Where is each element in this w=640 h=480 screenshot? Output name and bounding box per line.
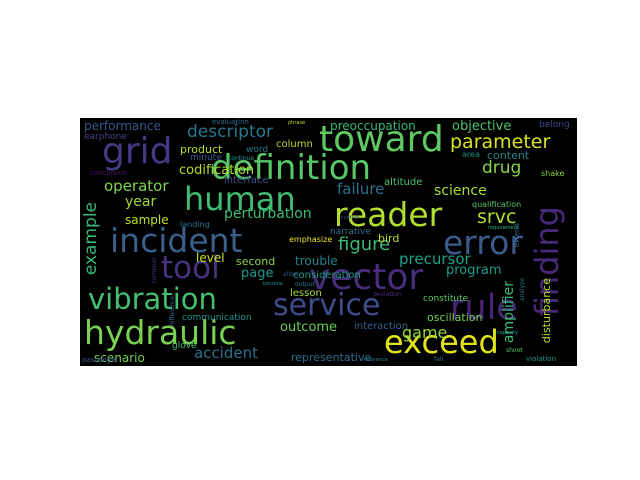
word-qualification: qualification (472, 200, 522, 209)
word-lesson: lesson (290, 288, 322, 299)
word-preoccupation: preoccupation (330, 119, 416, 133)
word-content: content (487, 149, 530, 162)
word-rule: rule (450, 288, 518, 328)
word-conflict: conflict (341, 215, 360, 221)
word-interaction: interaction (354, 321, 409, 332)
word-consideration: consideration (293, 270, 361, 281)
word-accident: accident (194, 344, 258, 362)
word-cloud: definition human toward incident service… (80, 118, 577, 366)
word-violation: violation (526, 355, 557, 363)
word-human: human (184, 180, 296, 218)
word-output: output (295, 281, 315, 288)
word-difference: difference (169, 296, 176, 327)
word-earphone: earphone (84, 132, 127, 142)
word-interface: interface (224, 175, 269, 186)
word-analyze: analyze (519, 278, 526, 302)
word-shake: shake (541, 169, 565, 178)
word-science: science (434, 183, 487, 199)
word-disturbance: disturbance (540, 278, 553, 344)
word-outcome: outcome (280, 320, 338, 335)
word-page: page (241, 266, 274, 281)
word-word: word (246, 145, 269, 155)
word-evaluation: evaluation (212, 118, 249, 126)
word-scenario: scenario (94, 351, 145, 365)
word-tool: tool (161, 250, 220, 286)
word-area: area (462, 150, 480, 159)
word-passenger: passenger (82, 356, 119, 364)
word-glove: glove (172, 341, 197, 351)
word-phrase: phrase (288, 120, 306, 126)
word-level: level (196, 251, 225, 265)
word-belong: belong (539, 120, 570, 130)
word-service: service (273, 288, 381, 323)
word-continue: continue (228, 155, 255, 162)
word-terminal: terminal (151, 258, 158, 284)
word-oscillation: oscillation (427, 311, 483, 324)
word-grid: grid (102, 131, 173, 172)
word-capacity: capacity (497, 330, 519, 336)
word-conclusion: conclusion (90, 169, 128, 177)
word-perturbation: perturbation (224, 206, 312, 222)
word-constitute: constitute (423, 294, 469, 304)
word-shoot: shoot (506, 347, 523, 354)
word-objective: objective (452, 119, 512, 134)
word-performance: performance (84, 119, 161, 133)
word-become: become (263, 281, 284, 287)
word-parameter: parameter (450, 131, 551, 153)
word-allow: allow (283, 271, 299, 278)
word-narrative: narrative (330, 227, 371, 237)
word-second: second (236, 255, 276, 268)
word-reader: reader (334, 195, 443, 234)
word-error: error (443, 223, 523, 262)
word-figure: figure (338, 234, 391, 255)
word-hydraulic: hydraulic (84, 313, 237, 352)
word-column: column (276, 139, 313, 150)
word-product: product (180, 143, 223, 156)
word-bird: bird (378, 232, 400, 245)
word-vibration: vibration (88, 282, 217, 316)
word-reference: reference (364, 357, 388, 363)
word-altitude: altitude (384, 177, 423, 188)
word-codification: codification (179, 163, 255, 178)
word-year: year (125, 194, 157, 210)
word-landing: landing (180, 220, 210, 229)
word-emphasize: emphasize (289, 235, 333, 244)
word-game: game (402, 323, 448, 342)
word-representative: representative (291, 351, 372, 364)
word-srvc: srvc (477, 206, 517, 228)
word-vector: vector (309, 257, 424, 298)
word-drug: drug (482, 158, 522, 178)
word-program: program (446, 263, 502, 278)
word-example: example (81, 202, 101, 276)
word-incident: incident (110, 221, 243, 260)
word-precursor: precursor (399, 250, 471, 268)
word-requirement: requirement (488, 225, 519, 231)
word-communication: communication (182, 313, 252, 323)
word-trouble: trouble (295, 254, 338, 268)
word-fall: fall (434, 356, 444, 363)
word-minute: minute (190, 153, 222, 163)
word-sample: sample (125, 213, 169, 227)
word-deviation: deviation (373, 291, 401, 298)
word-exceed: exceed (384, 323, 499, 361)
word-operator: operator (104, 177, 169, 195)
word-failure: failure (337, 180, 385, 198)
word-toward: toward (319, 119, 444, 160)
word-descriptor: descriptor (187, 122, 274, 142)
word-definition: definition (211, 148, 372, 188)
